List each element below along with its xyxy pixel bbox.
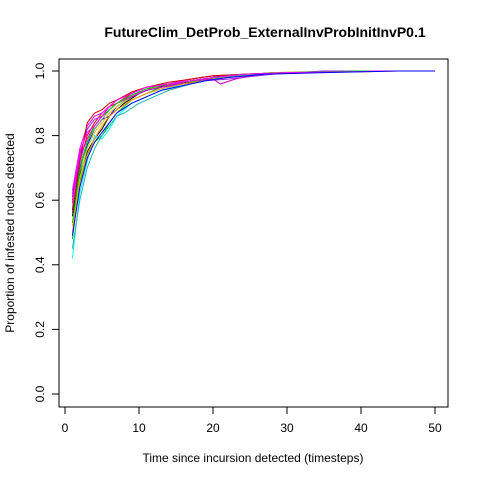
y-tick-label: 1.0 (33, 62, 47, 79)
x-tick-label: 10 (132, 421, 146, 435)
series-line-14 (71, 70, 435, 223)
x-tick-label: 30 (280, 421, 294, 435)
y-tick-label: 0.8 (33, 127, 47, 144)
series-line-2 (71, 70, 435, 201)
x-tick-label: 40 (354, 421, 368, 435)
series-line-4 (71, 70, 435, 210)
x-axis: 0 10 20 30 40 50 (62, 406, 442, 435)
series-line-13 (71, 70, 435, 198)
series-line-8 (71, 70, 435, 207)
y-axis-label: Proportion of infested nodes detected (3, 133, 17, 332)
plot-frame (58, 58, 449, 408)
y-tick-label: 0.6 (33, 192, 47, 209)
y-tick-label: 0.2 (33, 321, 47, 338)
x-tick-label: 50 (428, 421, 442, 435)
series-line-1 (71, 70, 435, 217)
series-group (71, 70, 435, 259)
x-axis-label: Time since incursion detected (timesteps… (143, 451, 364, 465)
x-tick-label: 20 (206, 421, 220, 435)
x-tick-label: 0 (62, 421, 69, 435)
series-line-10 (71, 70, 435, 214)
y-axis: 0.0 0.2 0.4 0.6 0.8 1.0 (33, 62, 60, 402)
series-line-9 (71, 70, 435, 194)
series-line-16 (71, 70, 435, 236)
series-line-15 (71, 70, 435, 204)
y-tick-label: 0.0 (33, 385, 47, 402)
series-line-6 (71, 70, 435, 191)
y-tick-label: 0.4 (33, 256, 47, 273)
chart-title: FutureClim_DetProb_ExternalInvProbInitIn… (104, 24, 426, 40)
